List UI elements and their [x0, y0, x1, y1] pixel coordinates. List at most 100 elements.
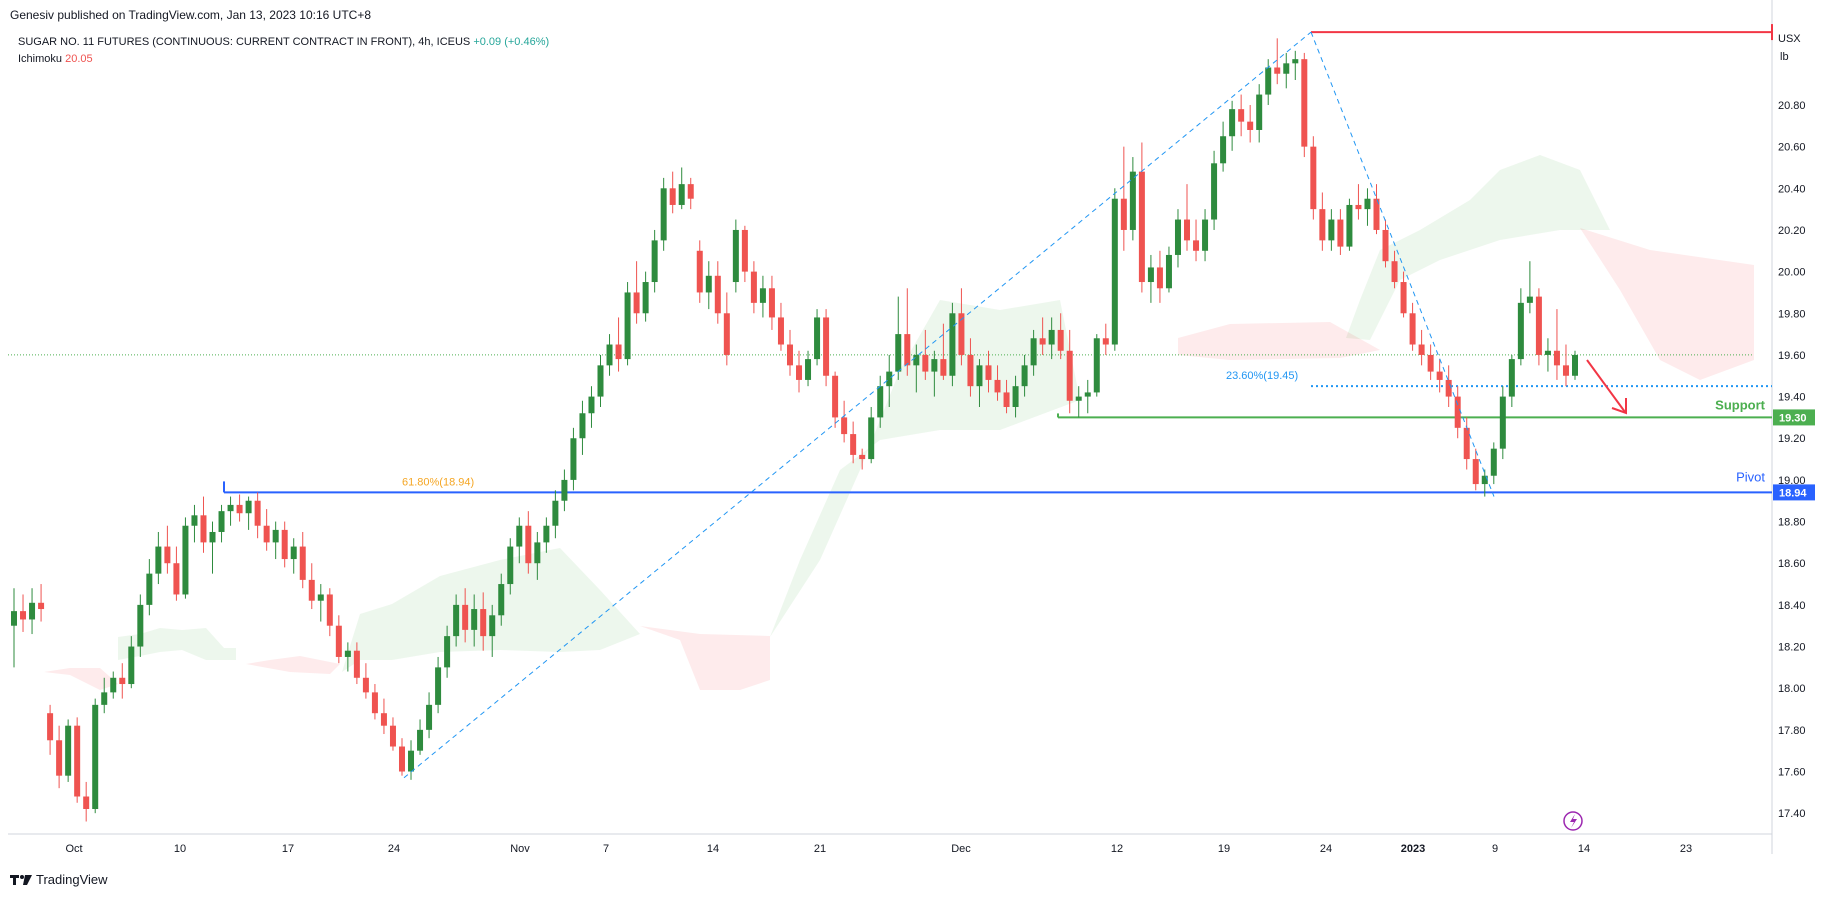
events-lightning-icon[interactable] [1563, 811, 1583, 831]
candle [633, 261, 640, 324]
candle [886, 354, 893, 408]
candle [1120, 146, 1127, 251]
candle-body [1463, 427, 1470, 460]
candle-body [949, 313, 956, 376]
candle-body [696, 250, 703, 293]
candle-body [1562, 365, 1569, 376]
candle-body [1292, 59, 1299, 64]
candle [1572, 350, 1578, 380]
candle [841, 400, 848, 443]
fib-swing-down [1310, 31, 1495, 497]
candle [1129, 157, 1136, 241]
candle [65, 719, 72, 782]
cloud-bull-3 [1346, 155, 1610, 340]
candle [290, 538, 297, 574]
x-tick-label: Oct [65, 843, 82, 855]
cloud-bull-0 [118, 628, 236, 660]
candle-body [398, 746, 405, 772]
candle-body [642, 282, 649, 314]
candle-body [38, 602, 45, 610]
candle [489, 604, 496, 657]
candle-body [29, 602, 36, 620]
candle [1427, 344, 1434, 380]
candle-body [1165, 254, 1172, 289]
candle-body [1238, 109, 1245, 122]
candle [732, 219, 739, 293]
candle [1075, 386, 1082, 418]
currency-label: USX [1778, 33, 1801, 45]
price-grid [8, 0, 1773, 854]
candle [624, 282, 631, 366]
candle [723, 292, 730, 366]
candle-body [1535, 296, 1542, 355]
candle-body [1490, 448, 1497, 476]
candle-body [768, 288, 775, 318]
tradingview-logo[interactable]: TradingView [10, 872, 108, 887]
candle-body [1454, 396, 1461, 428]
candle-body [561, 479, 568, 501]
candle-body [453, 604, 460, 637]
ichimoku-cloud [44, 155, 1754, 690]
y-tick-label: 20.60 [1778, 142, 1806, 154]
candle [236, 494, 243, 522]
candle [1265, 59, 1272, 105]
candle [958, 288, 965, 366]
candle [741, 225, 748, 283]
candle [56, 725, 63, 789]
candle-body [823, 317, 830, 376]
y-tick-label: 18.80 [1778, 517, 1806, 529]
candle-body [1355, 204, 1362, 210]
candle-body [380, 713, 387, 726]
candle [768, 275, 775, 330]
candle-body [20, 611, 27, 620]
candle-body [814, 317, 821, 360]
candle-body [660, 188, 667, 241]
candle-body [155, 546, 162, 574]
x-tick-label: 14 [707, 843, 719, 855]
candle-body [1247, 121, 1254, 130]
candle [1310, 136, 1317, 220]
candle [164, 525, 171, 574]
pivot-label: Pivot [1736, 469, 1765, 484]
price-change: +0.09 (+0.46%) [473, 36, 550, 48]
candle-body [1310, 146, 1317, 210]
x-tick-label: 24 [388, 843, 400, 855]
candle [913, 344, 920, 393]
candle [859, 448, 866, 470]
candle [1202, 209, 1209, 262]
candle [552, 490, 559, 539]
candle-body [1544, 350, 1551, 355]
candle [615, 317, 622, 372]
candle-body [236, 504, 243, 514]
cloud-bear-4 [1580, 228, 1754, 380]
x-tick-label: 10 [174, 843, 186, 855]
candle-body [227, 504, 234, 512]
candle-body [597, 365, 604, 397]
candle [218, 504, 225, 543]
candle-body [128, 646, 135, 685]
candle-body [426, 704, 433, 730]
candle-body [1373, 198, 1380, 230]
candle-body [444, 636, 451, 668]
candle [1138, 142, 1145, 293]
candle [796, 350, 803, 393]
candle-body [263, 525, 270, 543]
candle-body [471, 609, 478, 630]
candle-body [832, 375, 839, 418]
candle [967, 338, 974, 397]
candle-body [308, 579, 315, 601]
candle-body [913, 354, 920, 366]
candle [1355, 184, 1362, 220]
candle [1508, 354, 1515, 408]
candle-body [362, 677, 369, 693]
candle [516, 517, 523, 564]
indicator-value: 20.05 [65, 53, 93, 65]
candle-body [1184, 219, 1191, 241]
candle [1211, 150, 1218, 230]
candle-body [191, 515, 198, 526]
candle-body [353, 650, 360, 678]
candle [976, 359, 983, 408]
candle [480, 592, 487, 651]
